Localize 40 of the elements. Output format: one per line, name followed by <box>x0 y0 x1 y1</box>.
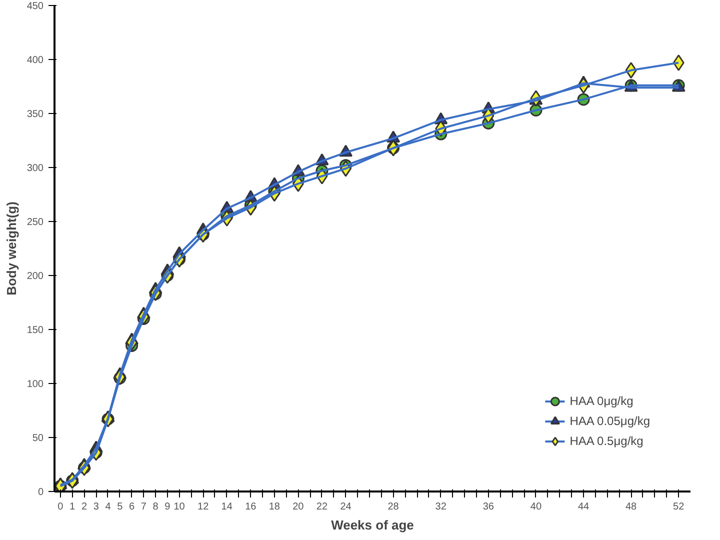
x-tick-label: 0 <box>58 502 64 512</box>
x-tick-label: 8 <box>152 502 159 512</box>
y-tick-label: 250 <box>26 217 44 228</box>
legend-label: HAA 0.5μg/kg <box>570 434 644 448</box>
legend-label: HAA 0.05μg/kg <box>570 414 650 428</box>
x-tick-label: 10 <box>174 502 186 512</box>
y-axis-title: Body weight(g) <box>4 202 19 296</box>
x-tick-label: 52 <box>673 502 685 512</box>
x-tick-label: 5 <box>117 502 124 512</box>
x-tick-label: 9 <box>164 502 171 512</box>
x-tick-label: 4 <box>105 502 112 512</box>
y-tick-label: 150 <box>26 325 44 336</box>
x-tick-label: 28 <box>388 502 400 512</box>
y-tick-label: 450 <box>26 1 44 12</box>
x-tick-label: 24 <box>340 502 352 512</box>
x-tick-label: 7 <box>140 502 147 512</box>
x-tick-label: 18 <box>268 502 280 512</box>
x-tick-label: 36 <box>482 502 494 512</box>
y-tick-label: 0 <box>38 487 44 498</box>
x-tick-label: 32 <box>435 502 447 512</box>
x-tick-label: 20 <box>292 502 304 512</box>
x-tick-label: 12 <box>198 502 210 512</box>
y-tick-label: 50 <box>32 433 44 444</box>
x-tick-label: 48 <box>626 502 638 512</box>
x-tick-label: 2 <box>81 502 88 512</box>
y-tick-label: 300 <box>26 163 44 174</box>
legend-label: HAA 0μg/kg <box>570 394 634 408</box>
x-tick-label: 22 <box>316 502 328 512</box>
y-tick-label: 350 <box>26 109 44 120</box>
y-tick-label: 400 <box>26 55 44 66</box>
x-tick-label: 3 <box>93 502 100 512</box>
x-tick-label: 16 <box>245 502 257 512</box>
x-tick-label: 40 <box>530 502 542 512</box>
y-tick-label: 200 <box>26 271 44 282</box>
x-axis-title: Weeks of age <box>331 518 414 532</box>
x-tick-label: 6 <box>128 502 135 512</box>
x-tick-label: 14 <box>221 502 233 512</box>
x-tick-label: 44 <box>578 502 590 512</box>
x-tick-label: 1 <box>70 502 76 512</box>
y-tick-label: 100 <box>26 379 44 390</box>
